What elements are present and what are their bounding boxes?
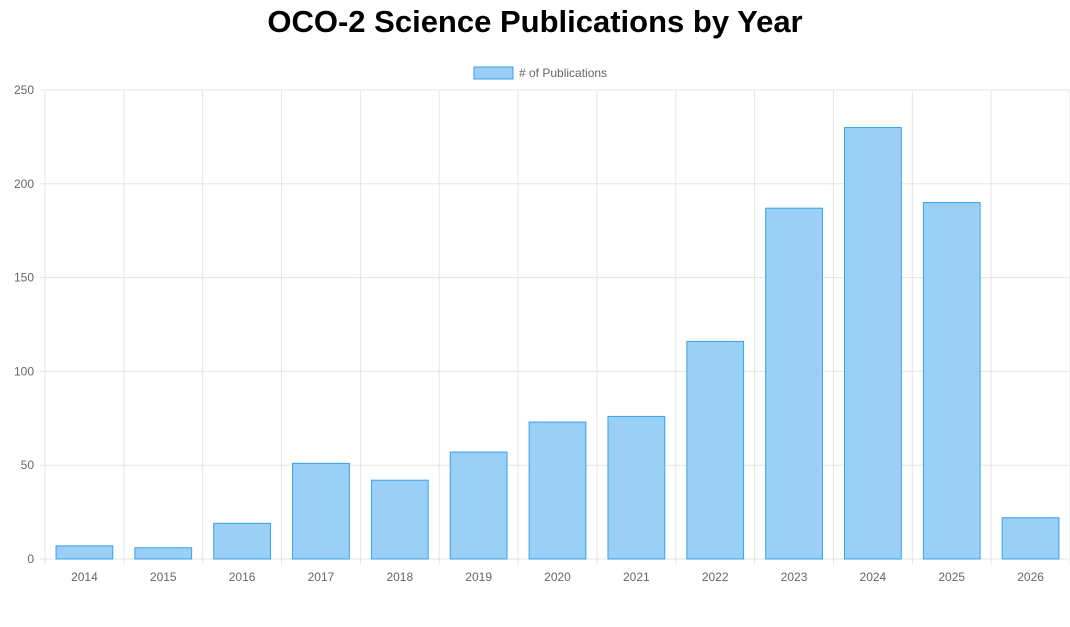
legend-label[interactable]: # of Publications bbox=[519, 66, 607, 80]
y-tick-label: 50 bbox=[21, 458, 35, 472]
axes: 0 50 100 150 200 250 2014 2015 2016 2017 2018 2019 2… bbox=[14, 83, 1044, 584]
x-tick-label: 2023 bbox=[781, 570, 808, 584]
chart-title: OCO-2 Science Publications by Year bbox=[267, 4, 803, 39]
bar-2025[interactable] bbox=[922, 202, 981, 560]
x-tick-label: 2018 bbox=[386, 570, 413, 584]
bar-2023[interactable] bbox=[765, 207, 823, 560]
bar-2019[interactable] bbox=[449, 451, 508, 560]
y-tick-label: 100 bbox=[14, 364, 34, 378]
y-tick-label: 150 bbox=[14, 271, 34, 285]
bar-2020[interactable] bbox=[528, 421, 587, 560]
y-tick-label: 200 bbox=[14, 177, 34, 191]
x-tick-label: 2019 bbox=[465, 570, 492, 584]
x-tick-label: 2026 bbox=[1017, 570, 1044, 584]
y-tick-label: 250 bbox=[14, 83, 34, 97]
bar-2015[interactable] bbox=[134, 547, 193, 560]
x-tick-label: 2025 bbox=[938, 570, 965, 584]
bar-2026[interactable] bbox=[1001, 517, 1060, 560]
bar-2014[interactable] bbox=[55, 545, 114, 560]
bars bbox=[55, 127, 1060, 560]
bar-2016[interactable] bbox=[213, 522, 272, 560]
x-tick-label: 2015 bbox=[150, 570, 177, 584]
bar-2021[interactable] bbox=[607, 415, 666, 560]
x-tick-label: 2017 bbox=[308, 570, 335, 584]
bar-2022[interactable] bbox=[686, 340, 745, 560]
bar-2018[interactable] bbox=[370, 479, 429, 560]
grid-lines bbox=[40, 89, 1070, 565]
legend[interactable]: # of Publications bbox=[473, 66, 607, 80]
y-tick-label: 0 bbox=[27, 552, 34, 566]
x-tick-label: 2016 bbox=[229, 570, 256, 584]
bar-2024[interactable] bbox=[844, 127, 902, 560]
x-tick-label: 2014 bbox=[71, 570, 98, 584]
x-tick-label: 2021 bbox=[623, 570, 650, 584]
legend-swatch[interactable] bbox=[473, 66, 514, 80]
x-tick-label: 2024 bbox=[860, 570, 887, 584]
x-tick-label: 2020 bbox=[544, 570, 571, 584]
x-tick-label: 2022 bbox=[702, 570, 729, 584]
bar-2017[interactable] bbox=[292, 462, 350, 560]
